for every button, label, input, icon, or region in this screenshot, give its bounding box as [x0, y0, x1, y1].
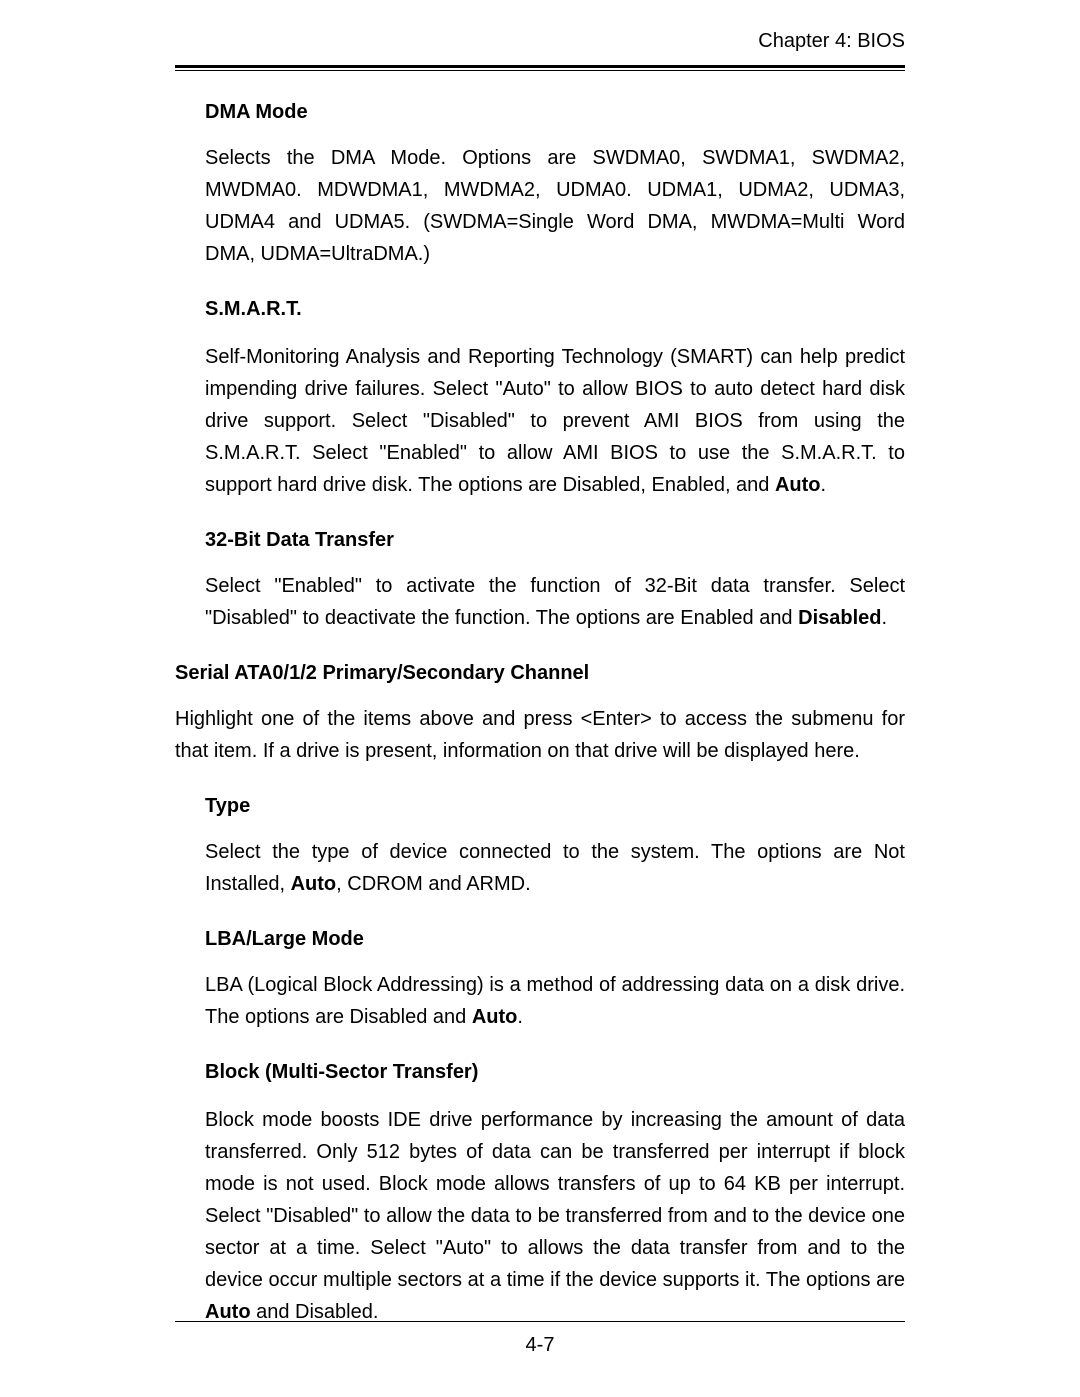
- body-type-post: , CDROM and ARMD.: [336, 873, 530, 895]
- body-dma-mode: Selects the DMA Mode. Options are SWDMA0…: [205, 142, 905, 270]
- body-lba: LBA (Logical Block Addressing) is a meth…: [205, 969, 905, 1033]
- heading-dma-mode: DMA Mode: [205, 101, 905, 124]
- heading-type: Type: [205, 795, 905, 818]
- body-lba-post: .: [517, 1006, 523, 1028]
- body-lba-pre: LBA (Logical Block Addressing) is a meth…: [205, 974, 905, 1028]
- body-smart-post: .: [821, 474, 827, 496]
- heading-lba: LBA/Large Mode: [205, 928, 905, 951]
- body-block: Block mode boosts IDE drive performance …: [205, 1104, 905, 1328]
- body-block-post: and Disabled.: [251, 1301, 379, 1323]
- body-smart: Self-Monitoring Analysis and Reporting T…: [205, 341, 905, 501]
- body-32bit: Select "Enabled" to activate the functio…: [205, 570, 905, 634]
- header-rule-thin: [175, 70, 905, 71]
- page-number: 4-7: [0, 1334, 1080, 1357]
- heading-block: Block (Multi-Sector Transfer): [205, 1061, 905, 1084]
- body-smart-bold: Auto: [775, 474, 821, 496]
- footer-rule: [175, 1321, 905, 1322]
- header-rule-thick: [175, 65, 905, 68]
- page-content: DMA Mode Selects the DMA Mode. Options a…: [175, 101, 905, 1328]
- body-block-bold: Auto: [205, 1301, 251, 1323]
- body-type-bold: Auto: [291, 873, 337, 895]
- body-type: Select the type of device connected to t…: [205, 836, 905, 900]
- body-lba-bold: Auto: [472, 1006, 518, 1028]
- body-block-pre: Block mode boosts IDE drive performance …: [205, 1109, 905, 1291]
- chapter-header: Chapter 4: BIOS: [175, 30, 905, 53]
- body-32bit-post: .: [881, 607, 887, 629]
- heading-sata: Serial ATA0/1/2 Primary/Secondary Channe…: [175, 662, 905, 685]
- heading-32bit: 32-Bit Data Transfer: [205, 529, 905, 552]
- body-32bit-bold: Disabled: [798, 607, 881, 629]
- heading-smart: S.M.A.R.T.: [205, 298, 905, 321]
- body-sata: Highlight one of the items above and pre…: [175, 703, 905, 767]
